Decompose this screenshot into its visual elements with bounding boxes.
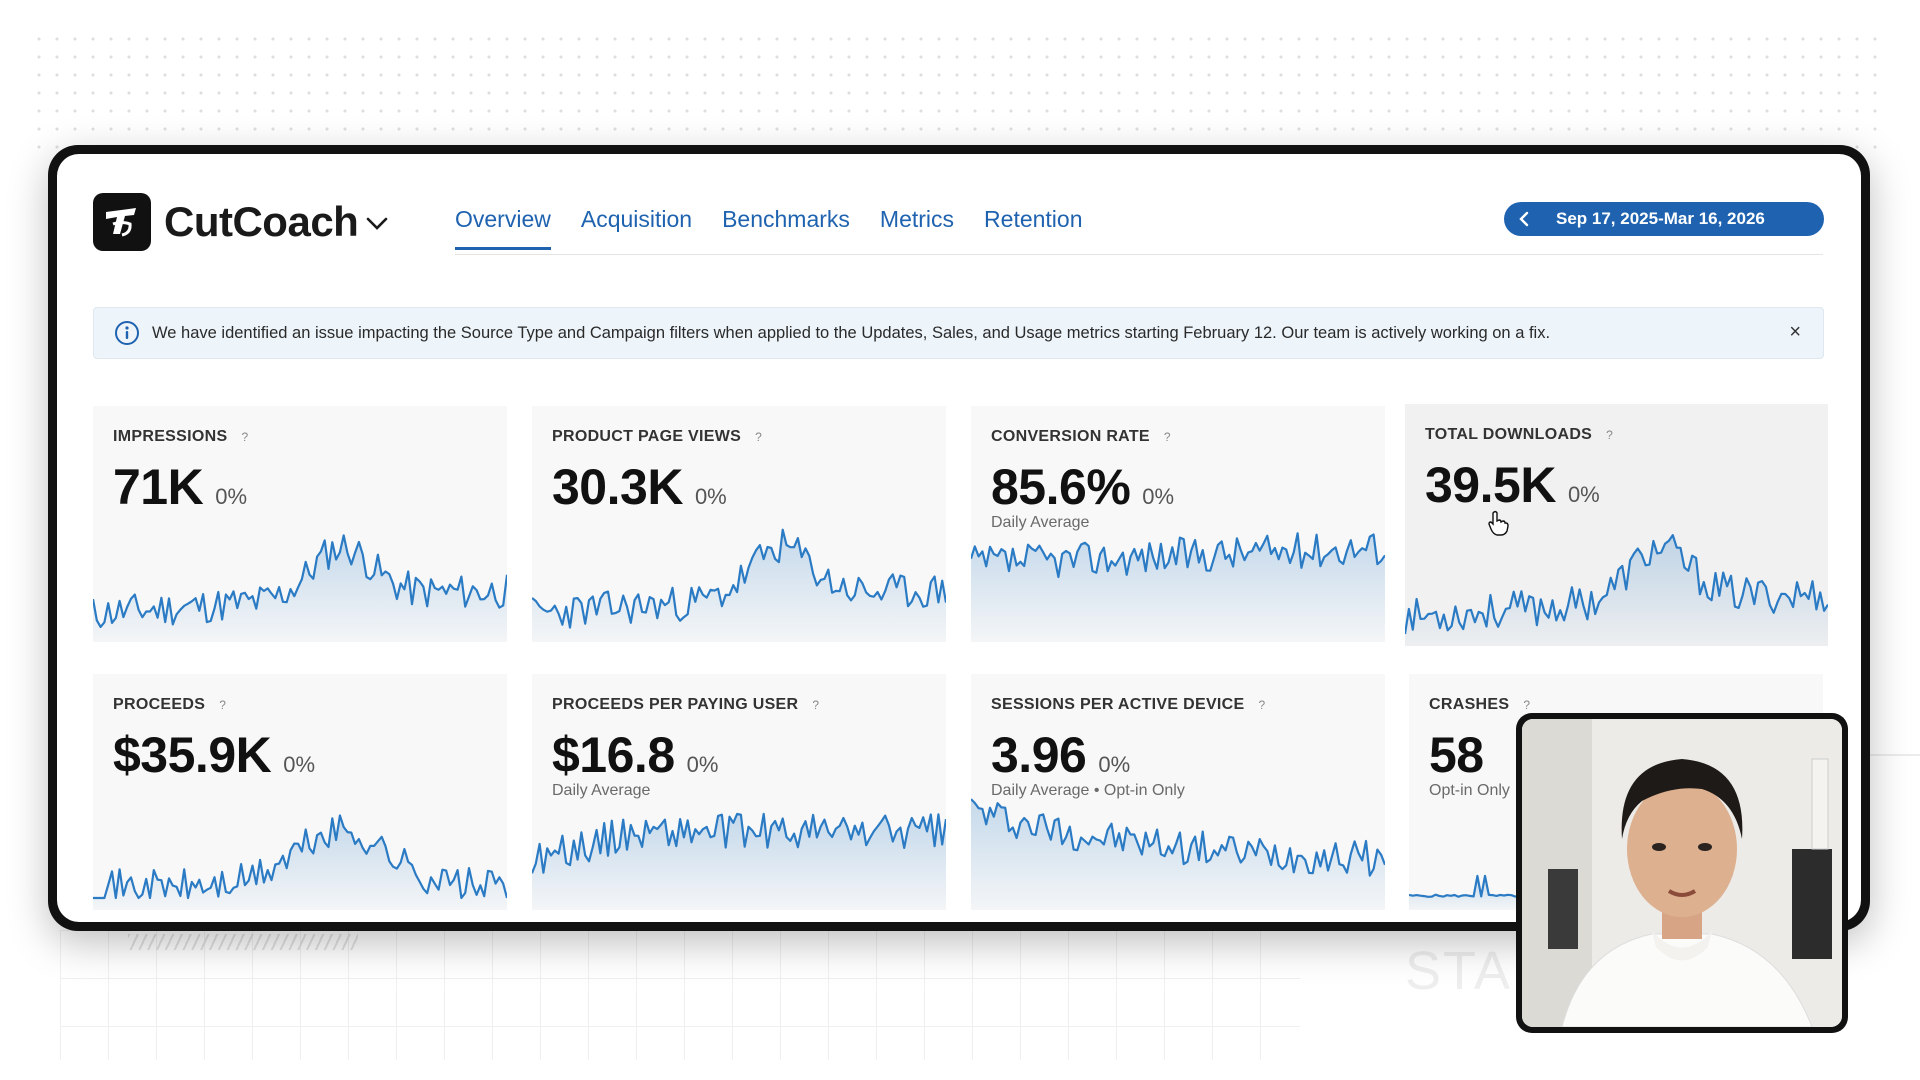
sparkline-area (532, 813, 946, 910)
date-range-label: Sep 17, 2025-Mar 16, 2026 (1556, 209, 1765, 228)
alert-message: We have identified an issue impacting th… (152, 323, 1551, 342)
main-tabs: Overview Acquisition Benchmarks Metrics … (455, 206, 1113, 250)
metric-title: SESSIONS PER ACTIVE DEVICE (991, 696, 1245, 713)
hand-cursor-icon (1487, 510, 1509, 541)
metric-title: CONVERSION RATE (991, 428, 1150, 445)
tab-overview[interactable]: Overview (455, 206, 551, 250)
sparkline-area (93, 535, 507, 642)
header-divider (455, 254, 1823, 255)
tab-acquisition[interactable]: Acquisition (580, 206, 693, 232)
chevron-down-icon (366, 217, 388, 231)
tab-metrics[interactable]: Metrics (879, 206, 955, 232)
metric-delta: 0% (1098, 752, 1131, 777)
metric-subtitle: Daily Average (991, 514, 1090, 531)
metric-title: IMPRESSIONS (113, 428, 228, 445)
metric-value: 85.6% (991, 459, 1131, 515)
metric-title: PROCEEDS PER PAYING USER (552, 696, 799, 713)
sparkline-line (93, 814, 507, 900)
chevron-left-icon[interactable] (1504, 211, 1544, 227)
metric-delta: 0% (1142, 484, 1175, 509)
sparkline-area (971, 799, 1385, 910)
metric-value: 30.3K (552, 459, 683, 515)
date-range-picker[interactable]: Sep 17, 2025-Mar 16, 2026 (1504, 202, 1824, 236)
metric-subtitle: Opt-in Only (1429, 782, 1510, 799)
metric-card-proceeds[interactable]: PROCEEDS? $35.9K 0% (93, 674, 507, 910)
alert-banner: We have identified an issue impacting th… (93, 307, 1824, 359)
metric-card-sessions-per-active-device[interactable]: SESSIONS PER ACTIVE DEVICE? 3.96 0% Daily… (971, 674, 1385, 910)
background-hatch (128, 934, 358, 950)
app-switcher[interactable]: CutCoach (93, 193, 388, 251)
dotted-background (30, 30, 1890, 150)
metric-value: 3.96 (991, 727, 1087, 783)
help-icon[interactable]: ? (219, 698, 226, 712)
metric-delta: 0% (686, 752, 719, 777)
metric-delta: 0% (215, 484, 248, 509)
sparkline (93, 534, 507, 642)
metric-title: CRASHES (1429, 696, 1510, 713)
metric-value: 71K (113, 459, 204, 515)
metric-value: 39.5K (1425, 457, 1556, 513)
sparkline (1405, 534, 1828, 646)
help-icon[interactable]: ? (1523, 698, 1531, 712)
metric-delta: 0% (283, 752, 316, 777)
sparkline-line (532, 528, 946, 629)
metric-card-impressions[interactable]: IMPRESSIONS? 71K 0% (93, 406, 507, 642)
analytics-dashboard: CutCoach Overview Acquisition Benchmarks… (57, 154, 1861, 922)
metric-card-total-downloads[interactable]: TOTAL DOWNLOADS? 39.5K 0% (1405, 404, 1828, 646)
metric-subtitle: Daily Average (552, 782, 651, 799)
metric-delta: 0% (1567, 482, 1600, 507)
sparkline-line (971, 532, 1385, 579)
sparkline (532, 528, 946, 642)
sparkline-area (1405, 535, 1828, 646)
background-grid (60, 930, 1300, 1060)
sparkline-line (93, 534, 507, 628)
sparkline-area (971, 533, 1385, 642)
app-logo-icon (93, 193, 151, 251)
tab-benchmarks[interactable]: Benchmarks (722, 206, 850, 232)
sparkline-area (93, 815, 507, 910)
metric-delta: 0% (694, 484, 727, 509)
metric-card-product-page-views[interactable]: PRODUCT PAGE VIEWS? 30.3K 0% (532, 406, 946, 642)
background-line (1850, 754, 1920, 756)
metric-title: PROCEEDS (113, 696, 206, 713)
metric-subtitle: Daily Average • Opt-in Only (991, 782, 1185, 799)
help-icon[interactable]: ? (1163, 430, 1171, 444)
info-icon (114, 320, 140, 346)
metric-value: 58 (1429, 727, 1484, 783)
sparkline (971, 798, 1385, 910)
help-icon[interactable]: ? (812, 698, 820, 712)
sparkline-line (1405, 534, 1828, 635)
metric-title: TOTAL DOWNLOADS (1425, 426, 1593, 443)
help-icon[interactable]: ? (1258, 698, 1266, 712)
help-icon[interactable]: ? (241, 430, 249, 444)
sparkline-line (971, 798, 1385, 877)
sparkline-line (532, 812, 946, 874)
sparkline (93, 814, 507, 910)
app-name: CutCoach (164, 198, 359, 245)
device-frame: CutCoach Overview Acquisition Benchmarks… (48, 145, 1870, 931)
sparkline (532, 812, 946, 910)
webcam-overlay (1516, 713, 1848, 1033)
metric-title: PRODUCT PAGE VIEWS (552, 428, 742, 445)
help-icon[interactable]: ? (1606, 428, 1613, 442)
sparkline (971, 532, 1385, 642)
help-icon[interactable]: ? (755, 430, 762, 444)
metric-card-proceeds-per-paying-user[interactable]: PROCEEDS PER PAYING USER? $16.8 0% Daily … (532, 674, 946, 910)
close-icon[interactable]: × (1789, 321, 1801, 343)
presenter-video (1522, 719, 1842, 1027)
tab-retention[interactable]: Retention (984, 206, 1083, 232)
metric-value: $16.8 (552, 727, 675, 783)
metric-value: $35.9K (113, 727, 272, 783)
metric-card-conversion-rate[interactable]: CONVERSION RATE? 85.6% 0% Daily Average (971, 406, 1385, 642)
